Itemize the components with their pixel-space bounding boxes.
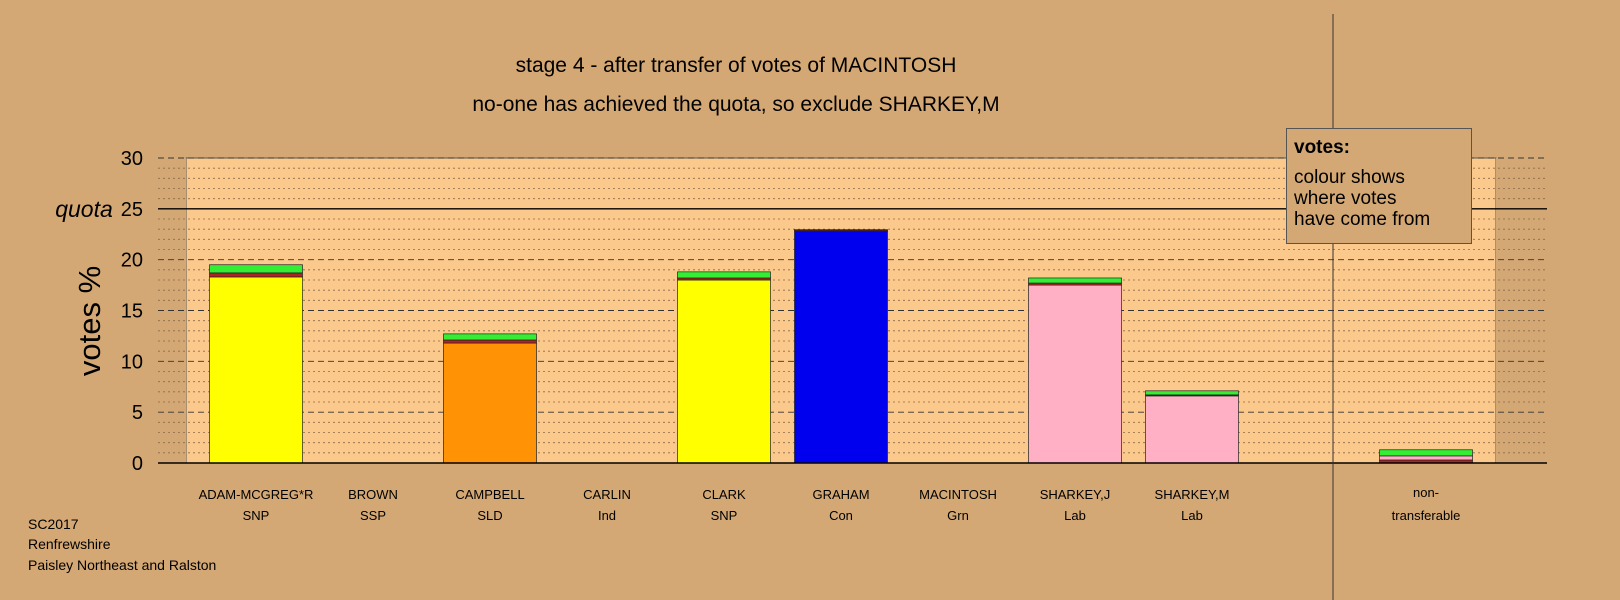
bar-sharkey-j-segment-2: [1028, 277, 1122, 284]
bar-adam-mcgreg-r-segment-0: [209, 276, 303, 464]
legend-line-2: where votes: [1294, 188, 1397, 209]
bar-campbell-segment-1: [443, 339, 537, 344]
category-label: ADAM-MCGREG*R: [199, 487, 314, 502]
category-label: CAMPBELL: [455, 487, 524, 502]
category-label: CLARK: [702, 487, 746, 502]
party-label: SNP: [243, 508, 270, 523]
footer-council: Renfrewshire: [28, 536, 111, 552]
legend-title: votes:: [1294, 137, 1350, 158]
chart-title: stage 4 - after transfer of votes of MAC…: [516, 54, 957, 77]
category-label: BROWN: [348, 487, 398, 502]
y-tick-label: 30: [121, 148, 143, 170]
quota-label: quota: [55, 196, 113, 222]
party-label: Lab: [1064, 508, 1086, 523]
non-transferable-label: non-: [1413, 485, 1439, 500]
bar-non-transferable-segment-2: [1379, 449, 1473, 457]
bar-campbell-segment-2: [443, 333, 537, 341]
chart-subtitle: no-one has achieved the quota, so exclud…: [472, 93, 999, 116]
bar-adam-mcgreg-r-segment-2: [209, 264, 303, 274]
bar-clark-segment-2: [677, 271, 771, 279]
footer-election: SC2017: [28, 516, 79, 532]
bar-non-transferable-segment-1: [1379, 455, 1473, 461]
party-label: Grn: [947, 508, 969, 523]
y-tick-label: 15: [121, 301, 143, 323]
bar-adam-mcgreg-r-segment-1: [209, 272, 303, 278]
y-tick-label: 0: [132, 453, 143, 475]
bar-graham-segment-2: [794, 229, 888, 231]
category-label: SHARKEY,J: [1040, 487, 1111, 502]
party-label: Con: [829, 508, 853, 523]
bar-sharkey-j-segment-0: [1028, 284, 1122, 464]
party-label: Lab: [1181, 508, 1203, 523]
category-label: CARLIN: [583, 487, 631, 502]
bar-sharkey-m-segment-2: [1145, 390, 1239, 396]
party-label: SLD: [477, 508, 502, 523]
bar-clark-segment-0: [677, 279, 771, 464]
bar-campbell-segment-0: [443, 342, 537, 464]
legend-line-1: colour shows: [1294, 167, 1405, 188]
category-label: GRAHAM: [812, 487, 869, 502]
legend-box: votes: colour shows where votes have com…: [1286, 128, 1472, 244]
legend-line-3: have come from: [1294, 209, 1431, 230]
bar-sharkey-m-segment-0: [1145, 395, 1239, 464]
party-label: SNP: [711, 508, 738, 523]
party-label: SSP: [360, 508, 386, 523]
y-tick-label: 20: [121, 250, 143, 272]
party-label: Ind: [598, 508, 616, 523]
footer-ward: Paisley Northeast and Ralston: [28, 557, 217, 573]
y-axis-title: votes %: [72, 266, 107, 376]
category-label: SHARKEY,M: [1155, 487, 1230, 502]
category-label: MACINTOSH: [919, 487, 997, 502]
y-tick-label: 10: [121, 351, 143, 373]
y-tick-label: 25: [121, 199, 143, 221]
bar-graham-segment-0: [794, 230, 888, 464]
y-tick-label: 5: [132, 402, 143, 424]
non-transferable-label: transferable: [1392, 508, 1461, 523]
